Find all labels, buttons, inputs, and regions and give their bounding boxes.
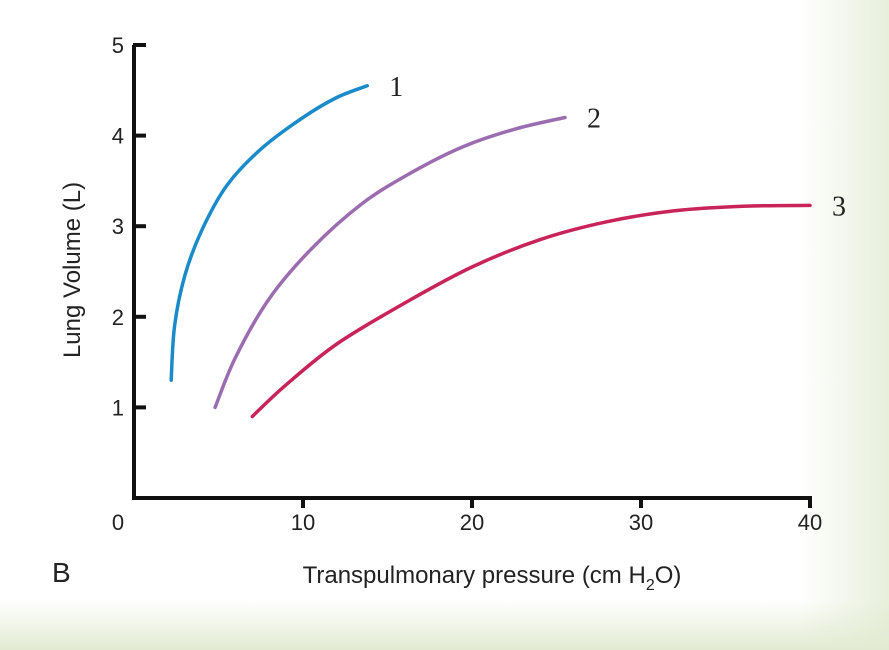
x-axis-title: Transpulmonary pressure (cm H2O) xyxy=(303,562,682,594)
y-tick-label: 1 xyxy=(112,395,124,420)
y-tick-label: 2 xyxy=(112,305,124,330)
tick-labels: 0 10 20 30 40 1 2 3 4 5 xyxy=(112,33,822,535)
x-axis-title-subscript: 2 xyxy=(646,577,655,594)
curve-label-3: 3 xyxy=(832,191,846,222)
tick-marks xyxy=(133,43,812,508)
curve-2 xyxy=(213,115,567,410)
x-tick-label: 40 xyxy=(798,510,822,535)
curves xyxy=(169,84,812,419)
panel-label: B xyxy=(52,557,71,588)
x-axis-title-main: Transpulmonary pressure (cm H xyxy=(303,562,646,589)
x-tick-label: 20 xyxy=(460,510,484,535)
y-tick-label: 5 xyxy=(112,33,124,58)
x-tick-label: 0 xyxy=(112,510,124,535)
x-tick-label: 10 xyxy=(291,510,315,535)
curve-1 xyxy=(169,84,369,382)
y-axis-title: Lung Volume (L) xyxy=(59,182,86,358)
x-axis-title-end: O) xyxy=(655,562,682,589)
axes xyxy=(132,45,812,500)
curve-label-2: 2 xyxy=(587,103,601,134)
curve-label-1: 1 xyxy=(389,72,403,103)
y-tick-label: 4 xyxy=(112,124,124,149)
curve-labels: 1 2 3 xyxy=(389,72,846,223)
curve-3 xyxy=(250,203,812,419)
y-tick-label: 3 xyxy=(112,214,124,239)
x-tick-label: 30 xyxy=(629,510,653,535)
